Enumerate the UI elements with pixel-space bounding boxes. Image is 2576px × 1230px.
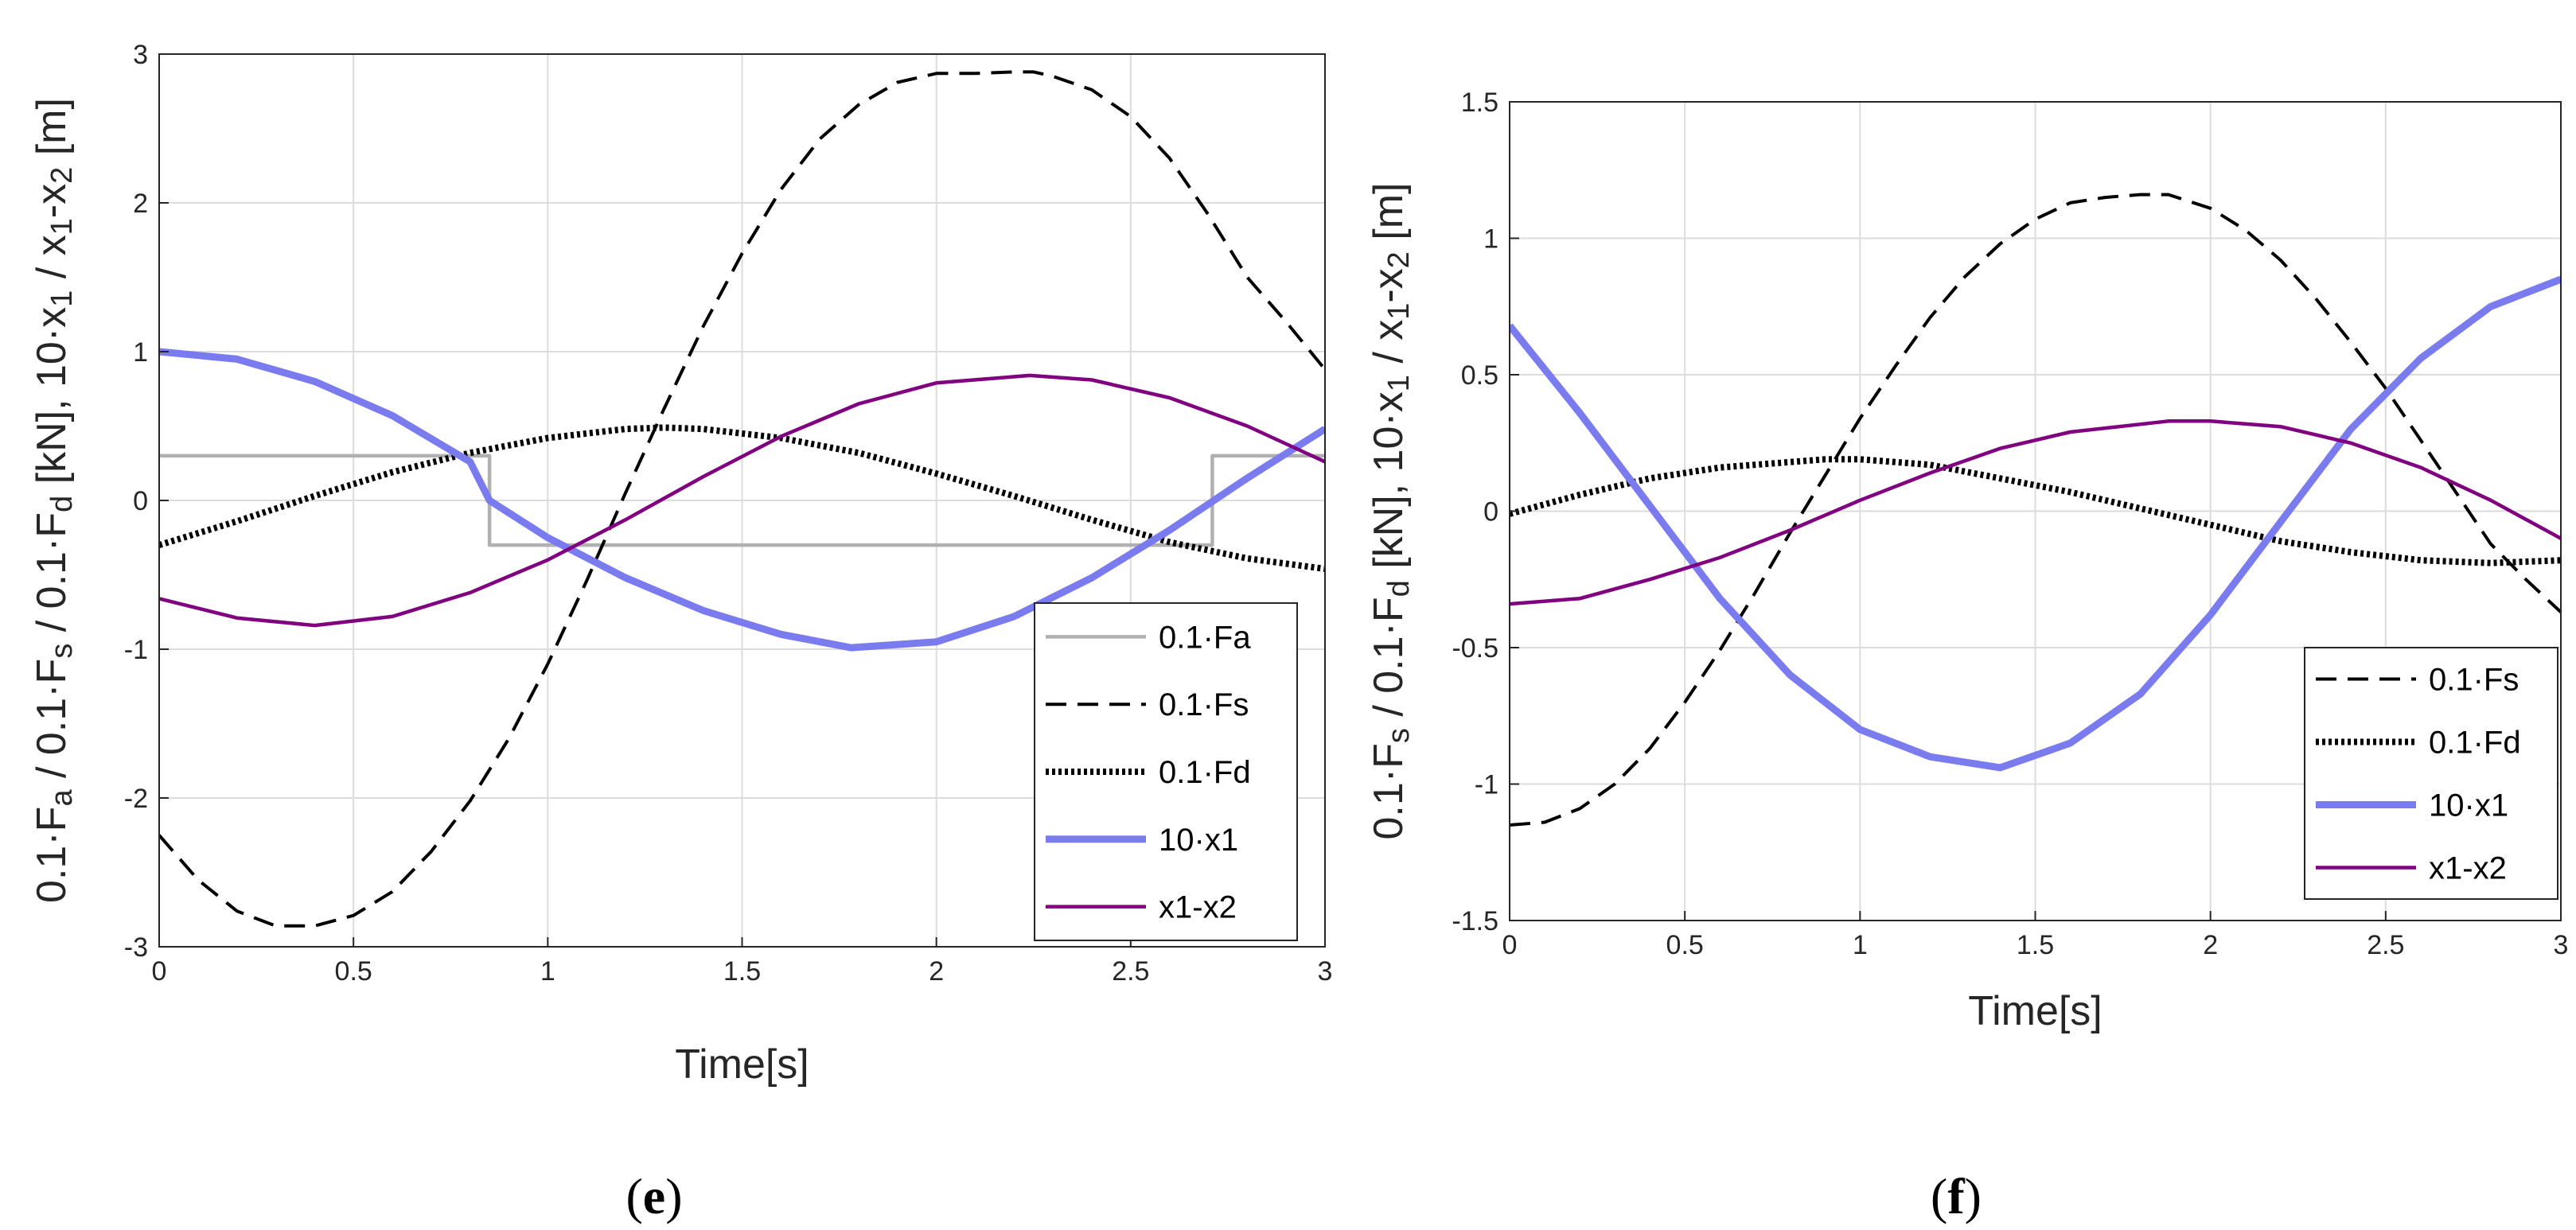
y-label-part: [kN], 10 [29,341,75,496]
y-label-part: ·x [1366,391,1412,426]
y-label-part: -x [29,184,75,218]
y-tick-label: 1 [1483,224,1498,255]
x-axis-label: Time[s] [675,1041,809,1088]
chart-f: 0 0.5 1 1.5 2 2.5 3 -1.5 -1 -0.5 0 0.5 1 1.5 Time[s] 0.… [1366,88,2568,1224]
y-label-part: 0.1 [29,846,75,903]
y-label-part: ·x [29,307,75,341]
y-label-part: ·F [29,807,75,846]
y-tick-label: 2 [133,189,148,219]
x-tick-label: 1 [540,956,555,987]
legend-label: 10·x1 [1159,823,1238,858]
x-tick-label: 3 [1318,956,1333,987]
y-label-part: -x [1366,268,1412,302]
y-label-part: 0.1 [1366,782,1412,839]
y-label-subscript: s [1382,728,1416,743]
legend-label: x1-x2 [1159,890,1237,925]
series-line-x1-x2 [1510,419,2561,606]
legend-label: 0.1·Fs [1159,687,1249,722]
y-tick-label: 1 [133,337,148,368]
y-label-part: / 0.1 [1366,636,1412,728]
legend-label: 0.1·Fs [2429,663,2519,698]
y-tick-label: 3 [133,40,148,70]
y-tick-label: -1.5 [1452,906,1498,936]
y-label-subscript: 1 [1382,303,1416,320]
x-tick-label: 2.5 [2367,930,2404,960]
series-line-0-1-fa [159,453,1325,547]
y-label-part: [kN], 10 [1366,426,1412,581]
y-tick-label: -0.5 [1452,633,1498,664]
y-tick-label: 1.5 [1461,88,1498,118]
y-label-part: / x [29,235,75,290]
y-tick-label: -1 [124,635,148,665]
y-label-part: / x [1366,320,1412,375]
series-line-0-1-fd [159,424,1325,572]
series-line-0-1-fd [1510,456,2561,566]
y-label-part: ·F [29,659,75,698]
y-label-part: ·F [1366,597,1412,636]
series-group [1510,193,2561,827]
y-tick-label: 0 [1483,497,1498,527]
legend: 0.1·Fa 0.1·Fs 0.1·Fd 10·x1 x1-x2 [1034,602,1298,941]
y-axis-label: 0.1·Fa / 0.1·Fs / 0.1·Fd [kN], 10·x1 / x… [29,98,79,903]
caption-paren-close: ) [665,1168,682,1224]
x-tick-label: 0.5 [335,956,372,987]
legend-label: x1-x2 [2429,851,2507,886]
caption-paren-open: ( [1931,1168,1947,1224]
y-label-subscript: a [45,789,79,807]
y-label-subscript: 2 [1382,251,1416,268]
series-line-x1-x2 [159,373,1325,628]
series-line-0-1-fs [1510,193,2561,827]
y-label-subscript: 2 [45,167,79,184]
caption-paren-open: ( [625,1168,642,1224]
x-tick-label: 1.5 [2017,930,2054,960]
y-label-part: / 0.1 [29,698,75,790]
x-tick-label: 3 [2554,930,2569,960]
legend-label: 0.1·Fd [1159,755,1251,790]
y-label-part: ·F [1366,743,1412,782]
y-tick-label: -2 [124,784,148,814]
y-axis-label: 0.1·Fs / 0.1·Fd [kN], 10·x1 / x1-x2 [m] [1366,183,1416,840]
y-label-part: ·F [29,512,75,551]
y-tick-label: 0.5 [1461,360,1498,391]
legend: 0.1·Fs 0.1·Fd 10·x1 x1-x2 [2304,647,2558,900]
legend-label: 0.1·Fd [2429,726,2521,761]
x-tick-label: 1 [1853,930,1868,960]
y-label-part: [m] [29,98,75,167]
caption-letter: e [643,1168,665,1224]
y-tick-label: 0 [133,486,148,516]
x-tick-label: 0 [1502,930,1518,960]
y-label-part: [m] [1366,183,1412,252]
x-axis-label: Time[s] [1968,988,2102,1034]
legend-label: 0.1·Fa [1159,620,1251,655]
series-line-10-x1 [159,348,1325,652]
x-tick-label: 2.5 [1112,956,1149,987]
y-label-subscript: 1 [45,218,79,235]
y-label-subscript: s [45,644,79,659]
x-tick-label: 0.5 [1666,930,1704,960]
series-group [159,70,1325,928]
x-tick-label: 2 [929,956,944,987]
legend-label: 10·x1 [2429,788,2508,823]
series-line-10-x1 [1510,275,2561,772]
y-tick-label: -3 [124,932,148,963]
y-tick-label: -1 [1475,770,1498,800]
panel-caption: (f) [1931,1168,1982,1224]
legend-box [2304,647,2558,900]
panel-caption: (e) [625,1168,682,1224]
y-label-subscript: d [45,496,79,512]
y-label-subscript: 1 [45,290,79,307]
x-tick-label: 1.5 [723,956,761,987]
x-tick-label: 0 [152,956,167,987]
caption-paren-close: ) [1965,1168,1982,1224]
y-label-subscript: 1 [1382,375,1416,391]
series-line-0-1-fs [159,70,1325,928]
y-label-subscript: d [1382,580,1416,597]
y-label-part: / 0.1 [29,551,75,644]
x-tick-label: 2 [2203,930,2218,960]
caption-letter: f [1947,1168,1965,1224]
